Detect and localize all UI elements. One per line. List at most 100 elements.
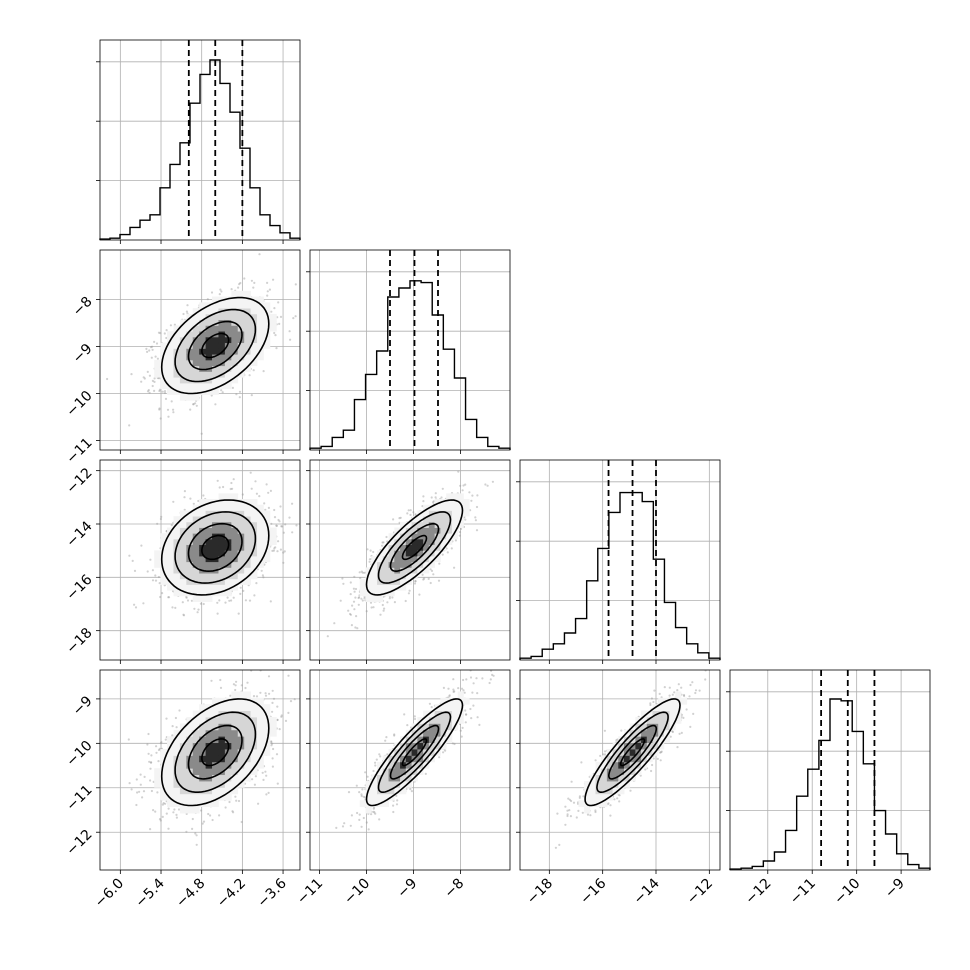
density-cell: [205, 578, 213, 585]
density-cell: [179, 319, 187, 326]
sample-point: [149, 558, 152, 561]
sample-point: [368, 558, 371, 561]
density-cell: [205, 359, 213, 367]
density-cell: [365, 578, 372, 585]
density-cell: [423, 544, 430, 551]
density-cell: [212, 538, 219, 546]
density-cell: [446, 516, 453, 523]
density-cell: [257, 504, 264, 511]
sample-point: [409, 513, 412, 517]
density-cell: [218, 302, 226, 309]
density-cell: [244, 538, 252, 546]
density-cell: [173, 354, 181, 361]
sample-point: [174, 606, 177, 610]
density-cell: [224, 550, 232, 557]
density-cell: [237, 556, 245, 563]
density-cell: [224, 377, 232, 384]
density-cell: [237, 331, 245, 338]
sample-point: [172, 408, 175, 411]
density-cell: [394, 556, 401, 563]
density-cell: [382, 544, 389, 551]
density-cell: [179, 394, 187, 401]
sample-point: [260, 569, 263, 572]
sample-point: [369, 601, 373, 604]
sample-point: [273, 516, 277, 519]
density-cell: [224, 516, 232, 523]
density-cell: [192, 567, 200, 574]
sample-point: [360, 570, 363, 573]
panel-frame: [99, 459, 301, 661]
histogram-panel-0: [96, 39, 301, 244]
sample-point: [197, 608, 200, 611]
density-cell: [160, 354, 168, 361]
density-cell: [205, 319, 213, 326]
sample-point: [151, 345, 154, 348]
density-cell: [179, 342, 187, 349]
density-cell: [224, 584, 232, 591]
density-cell: [192, 538, 200, 546]
sample-point: [414, 513, 417, 516]
sample-point: [274, 546, 277, 549]
sample-point: [461, 489, 464, 492]
density-cell: [167, 561, 174, 568]
density-cell: [205, 510, 213, 517]
sample-point: [238, 396, 241, 399]
density-cell: [205, 348, 213, 355]
density-cell: [199, 377, 207, 384]
sample-point: [244, 599, 247, 602]
density-cell: [440, 516, 447, 523]
density-cell: [250, 516, 258, 523]
density-cell: [224, 313, 232, 321]
density-cell: [371, 595, 378, 602]
sample-point: [210, 291, 214, 294]
density-cell: [263, 556, 271, 563]
density-cell: [205, 388, 213, 395]
density-cell: [411, 527, 418, 534]
density-cell: [250, 538, 258, 546]
sample-point: [291, 502, 294, 505]
sample-point: [229, 487, 232, 491]
sample-point: [275, 524, 278, 528]
sample-point: [151, 379, 154, 382]
density-cell: [199, 336, 207, 344]
density-cell: [167, 556, 174, 563]
sample-point: [133, 603, 136, 606]
sample-point: [266, 294, 269, 297]
contour-line-3: [160, 499, 270, 596]
sample-point: [352, 587, 355, 590]
sample-point: [366, 548, 369, 551]
sample-point: [221, 391, 224, 394]
sample-point: [158, 389, 161, 393]
density-cell: [244, 561, 252, 568]
sample-point: [266, 290, 269, 293]
sample-point: [142, 602, 145, 605]
density-cell: [199, 595, 207, 602]
density-cell: [237, 319, 245, 326]
sample-point: [381, 603, 384, 607]
contour-line-2: [174, 511, 257, 584]
density-cell: [224, 365, 232, 372]
density-cell: [231, 567, 239, 574]
sample-point: [200, 432, 203, 435]
density-cell: [205, 521, 213, 528]
density-cell: [173, 516, 181, 523]
sample-point: [273, 547, 276, 550]
sample-point: [381, 541, 384, 544]
sample-point: [269, 489, 272, 492]
sample-point: [151, 384, 154, 388]
sample-point: [264, 508, 267, 511]
density-cell: [199, 561, 207, 568]
sample-point: [216, 479, 219, 482]
sample-point: [254, 480, 257, 483]
density-cell: [428, 556, 436, 563]
density-cell: [179, 382, 187, 390]
density-cell: [224, 510, 232, 517]
density-cell: [244, 302, 252, 309]
density-cell: [192, 527, 200, 534]
density-cell: [218, 325, 226, 332]
sample-point: [355, 615, 358, 618]
sample-point: [216, 612, 219, 615]
sample-point: [453, 566, 456, 569]
sample-point: [146, 570, 149, 573]
density-cell: [173, 371, 181, 378]
